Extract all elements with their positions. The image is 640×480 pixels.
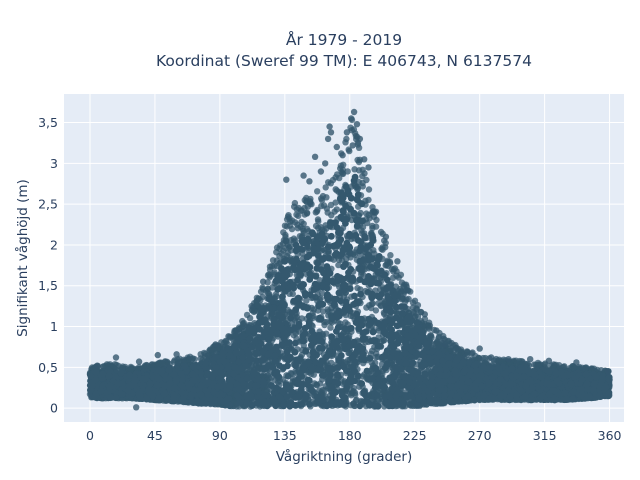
scatter-point: [363, 176, 370, 184]
scatter-point: [347, 124, 354, 131]
scatter-point: [266, 274, 273, 281]
scatter-point: [387, 252, 394, 259]
scatter-point: [359, 172, 366, 180]
scatter-point: [280, 229, 287, 236]
scatter-point: [284, 372, 292, 380]
scatter-point: [281, 222, 289, 229]
scatter-point: [369, 347, 376, 354]
scatter-point: [307, 195, 314, 203]
scatter-point: [259, 284, 266, 291]
scatter-point: [310, 371, 317, 378]
scatter-point: [369, 300, 377, 307]
scatter-point: [497, 357, 505, 365]
scatter-point: [318, 195, 325, 202]
scatter-point: [421, 315, 429, 323]
scatter-point: [414, 313, 422, 320]
scatter-point: [346, 147, 353, 155]
scatter-point: [372, 307, 380, 314]
scatter-point: [291, 199, 299, 207]
scatter-point: [303, 297, 310, 304]
scatter-point: [350, 388, 357, 395]
scatter-point: [377, 228, 385, 236]
scatter-point: [293, 211, 300, 218]
scatter-point: [322, 184, 329, 191]
scatter-point: [301, 211, 308, 218]
scatter-point: [340, 161, 347, 168]
scatter-point: [343, 255, 350, 263]
scatter-point: [372, 359, 379, 367]
chart-title-line1: År 1979 - 2019: [286, 30, 402, 49]
scatter-point: [300, 220, 307, 227]
scatter-point: [148, 361, 156, 368]
scatter-point: [327, 201, 335, 209]
scatter-point: [320, 202, 328, 209]
scatter-point: [286, 215, 293, 222]
scatter-point: [197, 351, 204, 358]
scatter-point: [342, 139, 349, 146]
scatter-point: [301, 197, 308, 204]
scatter-point: [370, 247, 377, 254]
scatter-point: [452, 344, 459, 352]
scatter-point: [189, 355, 197, 362]
scatter-point: [209, 346, 216, 354]
scatter-point: [291, 219, 299, 226]
scatter-point: [314, 216, 322, 223]
scatter-point: [308, 201, 315, 208]
scatter-point: [380, 337, 388, 344]
scatter-point: [327, 180, 334, 187]
scatter-point: [402, 298, 409, 305]
scatter-point: [312, 209, 319, 216]
scatter-point: [358, 271, 365, 278]
scatter-point: [327, 324, 334, 331]
scatter-point: [373, 216, 380, 224]
scatter-point: [482, 354, 489, 362]
scatter-point: [317, 295, 324, 302]
scatter-point: [365, 196, 372, 204]
scatter-point: [335, 261, 342, 269]
scatter-point: [328, 212, 335, 219]
scatter-point: [269, 257, 277, 264]
scatter-point: [347, 402, 355, 409]
scatter-point: [447, 345, 454, 352]
scatter-point: [365, 211, 372, 219]
scatter-point: [358, 227, 365, 234]
scatter-point: [313, 381, 320, 389]
scatter-point: [354, 284, 361, 292]
scatter-point: [382, 244, 389, 251]
chart-title-line2: Koordinat (Sweref 99 TM): E 406743, N 61…: [156, 52, 532, 70]
scatter-point: [321, 387, 328, 394]
scatter-point: [351, 166, 358, 173]
scatter-point: [372, 223, 380, 230]
scatter-point: [243, 311, 251, 319]
scatter-point: [314, 188, 321, 195]
scatter-point: [588, 366, 596, 373]
data-points: [86, 108, 613, 411]
scatter-point: [288, 225, 296, 233]
scatter-point: [253, 297, 260, 305]
scatter-point: [426, 325, 433, 332]
scatter-point: [359, 183, 366, 190]
scatter-point: [268, 262, 276, 270]
scatter-point: [365, 186, 373, 193]
scatter-point: [294, 225, 301, 232]
